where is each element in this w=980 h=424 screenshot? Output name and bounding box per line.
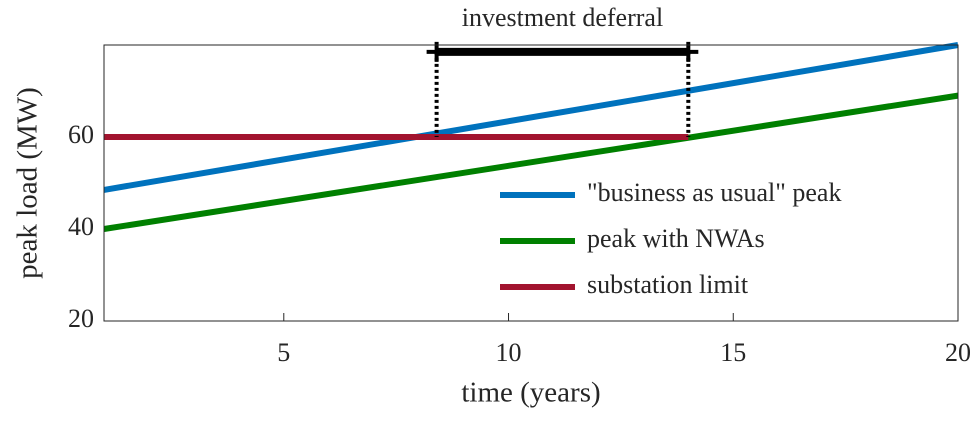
- series-line: [103, 92, 959, 232]
- x-tick-label: 15: [720, 338, 746, 367]
- axes-box: [103, 44, 959, 322]
- legend-label: peak with NWAs: [587, 224, 765, 253]
- x-tick-label: 20: [945, 338, 971, 367]
- y-tick-label: 20: [68, 304, 94, 333]
- y-tick-label: 40: [68, 212, 94, 241]
- y-tick-label: 60: [68, 120, 94, 149]
- legend-label: substation limit: [587, 270, 749, 299]
- x-axis-label: time (years): [461, 377, 600, 409]
- x-tick-label: 10: [496, 338, 522, 367]
- series-line: [103, 42, 959, 193]
- y-axis-label: peak load (MW): [12, 87, 44, 279]
- x-tick-label: 5: [277, 338, 290, 367]
- legend-label: "business as usual" peak: [587, 178, 841, 207]
- annotation-label: investment deferral: [462, 3, 663, 32]
